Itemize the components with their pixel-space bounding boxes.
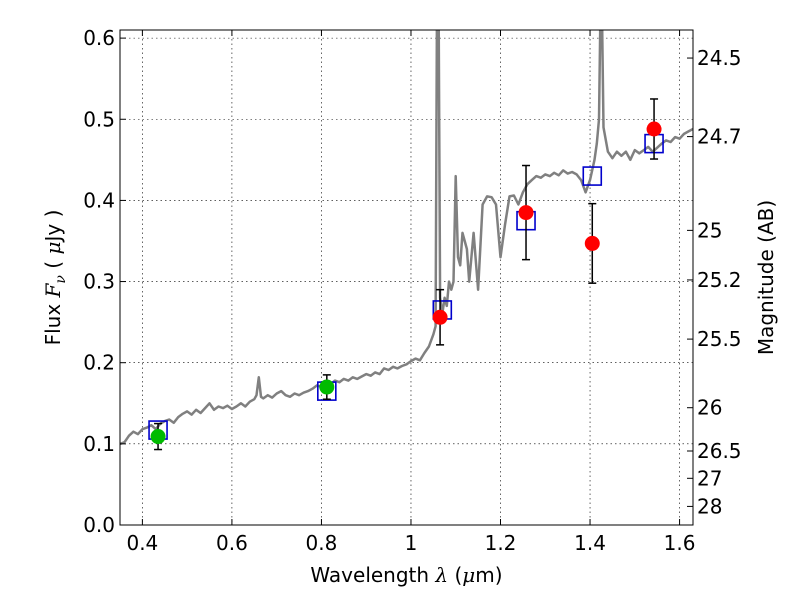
x-tick-label: 0.6 xyxy=(216,531,248,555)
plot-area xyxy=(120,30,693,451)
x-tick-label: 0.4 xyxy=(126,531,158,555)
y2-tick-label: 25 xyxy=(697,218,722,242)
y-tick-label: 0.4 xyxy=(83,188,115,212)
y-tick-label: 0.6 xyxy=(83,26,115,50)
y2-tick-label: 24.5 xyxy=(697,46,742,70)
y2-tick-label: 25.5 xyxy=(697,327,742,351)
x-tick-label: 1.6 xyxy=(664,531,696,555)
series-layer xyxy=(120,30,693,451)
y-tick-label: 0.3 xyxy=(83,270,115,294)
data-point xyxy=(518,205,534,221)
y2-tick-label: 28 xyxy=(697,494,722,518)
grid xyxy=(120,30,693,526)
y2-tick-label: 27 xyxy=(697,466,722,490)
x-tick-label: 1 xyxy=(405,531,418,555)
x-tick-label: 1.2 xyxy=(485,531,517,555)
y2-tick-label: 25.2 xyxy=(697,268,742,292)
x-tick-label: 1.4 xyxy=(574,531,606,555)
x-axis-label: Wavelength λ (μm) xyxy=(310,563,502,587)
y2-tick-label: 26.5 xyxy=(697,439,742,463)
data-point xyxy=(150,429,166,445)
data-point xyxy=(319,379,335,395)
y-axis-label: Flux Fν ( μJy ) xyxy=(41,210,69,346)
model-square-marker xyxy=(582,166,603,186)
spectrum-line xyxy=(120,30,693,446)
y-tick-label: 0.2 xyxy=(83,351,115,375)
y2-tick-label: 24.7 xyxy=(697,125,742,149)
plot-frame xyxy=(119,29,694,526)
y2-axis-label: Magnitude (AB) xyxy=(754,200,778,355)
y-tick-label: 0.1 xyxy=(83,432,115,456)
data-point xyxy=(584,235,600,251)
y2-tick-label: 26 xyxy=(697,396,722,420)
x-tick-label: 0.8 xyxy=(306,531,338,555)
data-point xyxy=(646,121,662,137)
y-tick-label: 0.5 xyxy=(83,107,115,131)
y-tick-label: 0.0 xyxy=(83,513,115,537)
data-point xyxy=(432,309,448,325)
ticks: 0.4 0.6 0.8 1 1.2 1.4 1.6 0.0 0.1 0.2 0.3 0.4 0.5 0.6… xyxy=(83,26,741,555)
